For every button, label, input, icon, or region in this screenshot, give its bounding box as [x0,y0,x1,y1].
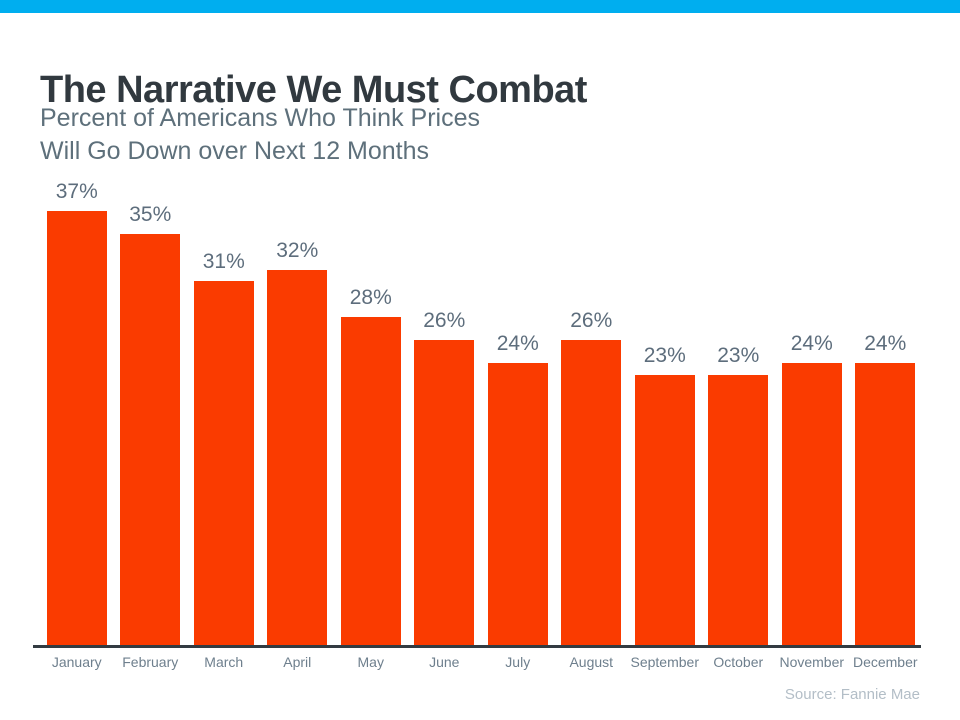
bar-value-label: 35% [129,203,172,226]
bar-value-label: 24% [496,332,539,355]
bar-value-label: 28% [349,286,392,309]
chart-subtitle-line-2: Will Go Down over Next 12 Months [40,137,430,165]
bar [267,270,328,645]
bar [46,211,107,645]
bar [340,317,401,645]
bar [487,363,548,645]
bar-column: 35% [114,203,188,645]
month-label: August [569,654,614,670]
month-label: January [51,654,102,670]
month-label: December [852,654,918,670]
bar-column: 28% [334,286,408,645]
bar [193,281,254,645]
month-label: May [357,654,384,670]
bar-column: 24% [775,332,849,645]
month-label: April [283,654,312,670]
bar-column: 32% [261,239,335,645]
bar-column: 24% [481,332,555,645]
page-title: The Narrative We Must Combat [40,69,587,112]
month-label: November [779,654,845,670]
bar-chart: 37% 35% 31% 32% 28% 26% 24% 26% 23% 23% [40,175,922,645]
bar-column: 37% [40,180,114,645]
x-axis-labels: January February March April May June Ju… [40,654,922,670]
month-label: March [204,654,244,670]
bar-column: 23% [628,344,702,645]
month-label: September [630,654,699,670]
month-label: February [122,654,179,670]
chart-subtitle: Percent of Americans Who Think Prices Wi… [40,102,480,168]
bar-column: 26% [408,309,482,645]
bar-value-label: 37% [55,180,98,203]
bar [120,234,181,645]
month-label: October [713,654,764,670]
bar [561,340,622,645]
bar-column: 26% [555,309,629,645]
bar-value-label: 26% [570,309,613,332]
bar-value-label: 24% [864,332,907,355]
bar-value-label: 31% [202,250,245,273]
bar-column: 31% [187,250,261,645]
bar [414,340,475,645]
bar-value-label: 24% [790,332,833,355]
bar-column: 24% [849,332,923,645]
bar-value-label: 26% [423,309,466,332]
month-label: June [429,654,460,670]
top-accent-bar [0,0,960,13]
bar-value-label: 23% [717,344,760,367]
bar-value-label: 32% [276,239,319,262]
chart-subtitle-line-1: Percent of Americans Who Think Prices [40,104,480,132]
bar-column: 23% [702,344,776,645]
bar [855,363,916,645]
x-axis-line [33,645,921,648]
bar [708,375,769,645]
bar [781,363,842,645]
bar-value-label: 23% [643,344,686,367]
bar [634,375,695,645]
source-caption: Source: Fannie Mae [784,686,920,703]
month-label: July [505,654,531,670]
